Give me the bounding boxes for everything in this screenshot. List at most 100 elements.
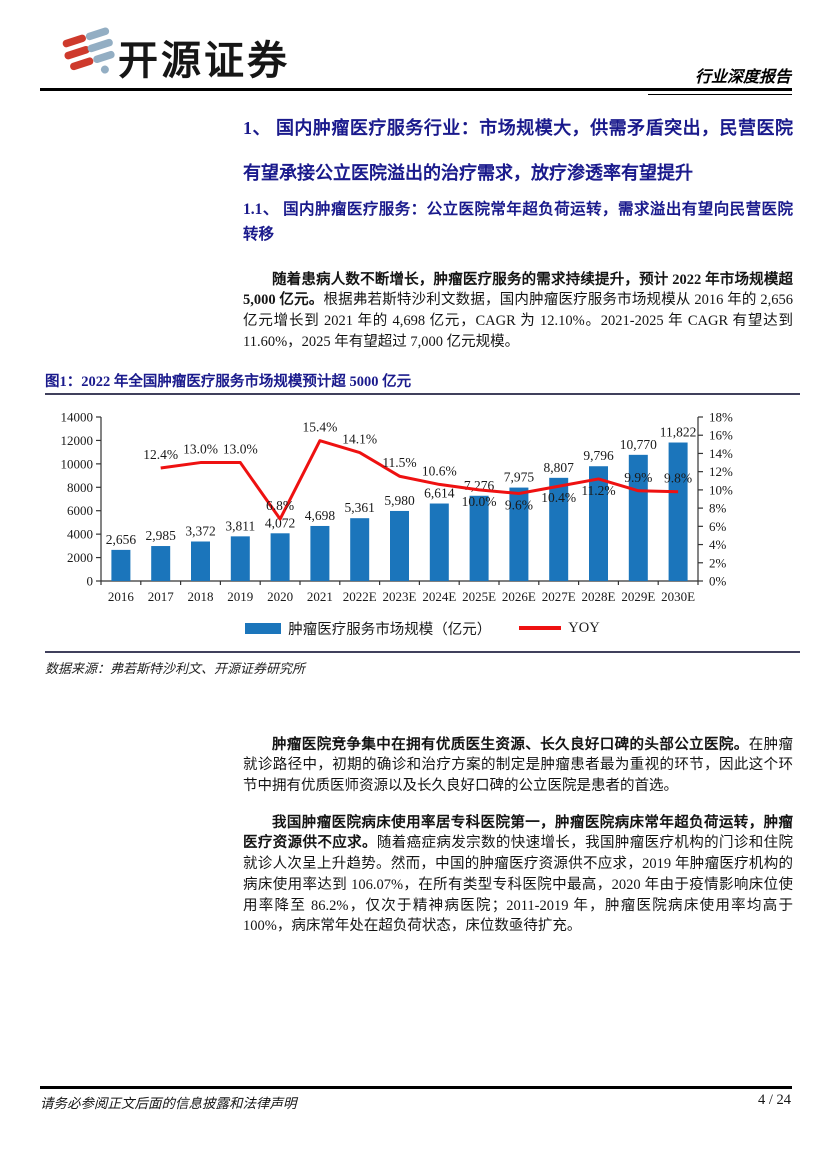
footer-page-number: 4 / 24 — [757, 1092, 791, 1108]
svg-text:12%: 12% — [709, 464, 733, 479]
svg-text:6.8%: 6.8% — [266, 498, 294, 513]
svg-text:10%: 10% — [709, 482, 733, 497]
footer-disclaimer: 请务必参阅正文后面的信息披露和法律声明 — [40, 1096, 297, 1111]
yoy-line-series: 12.4% 13.0% 13.0% 6.8% 15.4% 14.1% 11.5% 10.6% 1… — [143, 420, 692, 521]
svg-text:12000: 12000 — [61, 433, 94, 448]
legend-label: 肿瘤医疗服务市场规模（亿元） — [288, 621, 492, 638]
svg-text:7,975: 7,975 — [504, 470, 535, 485]
svg-text:11,822: 11,822 — [660, 425, 697, 440]
paragraph-body: 在肿瘤就诊路径中，初期的确诊和治疗方案的制定是肿瘤患者最为重视的环节，因此这个环… — [243, 736, 793, 795]
svg-text:6%: 6% — [709, 519, 727, 534]
svg-text:8%: 8% — [709, 501, 727, 516]
svg-text:12.4%: 12.4% — [143, 447, 178, 462]
header-rule-sub — [648, 93, 792, 95]
paragraph-bed-utilization: 我国肿瘤医院病床使用率居专科医院第一，肿瘤医院病床常年超负荷运转，肿瘤医疗资源供… — [243, 813, 793, 938]
bar — [668, 442, 688, 581]
svg-text:2027E: 2027E — [542, 589, 576, 604]
svg-text:2028E: 2028E — [582, 589, 616, 604]
section-heading: 1、 国内肿瘤医疗服务行业：市场规模大，供需矛盾突出，民营医院有望承接公立医院溢… — [243, 118, 793, 183]
svg-text:18%: 18% — [709, 410, 733, 425]
paragraph-body: 根据弗若斯特沙利文数据，国内肿瘤医疗服务市场规模从 2016 年的 2,656 … — [243, 292, 794, 350]
svg-text:4%: 4% — [709, 537, 727, 552]
svg-text:10,770: 10,770 — [620, 437, 657, 452]
legend-label: YOY — [568, 619, 600, 636]
paragraph-body: 随着癌症病发宗数的快速增长，我国肿瘤医疗机构的门诊和住院就诊人次呈上升趋势。然而… — [243, 835, 793, 935]
paragraph-lead: 随着患病人数不断增长，肿瘤医疗服务的需求持续提升，预计 2022 年市场规模超 … — [243, 271, 793, 309]
svg-text:9.8%: 9.8% — [664, 471, 692, 486]
bar — [509, 487, 529, 581]
svg-text:4,072: 4,072 — [265, 515, 295, 530]
header-rule — [40, 88, 792, 91]
paragraph-lead: 肿瘤医院竞争集中在拥有优质医生资源、长久良好口碑的头部公立医院。 — [272, 736, 749, 753]
figure-title: 图1：2022 年全国肿瘤医疗服务市场规模预计超 5000 亿元 — [45, 374, 412, 390]
svg-text:2025E: 2025E — [462, 589, 496, 604]
svg-text:2021: 2021 — [307, 589, 333, 604]
svg-text:3,811: 3,811 — [225, 518, 255, 533]
svg-text:8000: 8000 — [67, 480, 93, 495]
svg-text:2020: 2020 — [267, 589, 293, 604]
bar — [628, 454, 648, 581]
svg-text:2,985: 2,985 — [146, 528, 177, 543]
svg-text:2018: 2018 — [188, 589, 214, 604]
svg-text:4000: 4000 — [67, 527, 93, 542]
bar — [469, 495, 489, 581]
svg-text:3,372: 3,372 — [185, 523, 215, 538]
svg-text:0%: 0% — [709, 574, 727, 589]
paragraph-lead: 我国肿瘤医院病床使用率居专科医院第一，肿瘤医院病床常年超负荷运转，肿瘤医疗资源供… — [243, 814, 793, 852]
bar — [111, 549, 131, 581]
svg-text:10.4%: 10.4% — [541, 490, 576, 505]
bar — [191, 541, 210, 581]
svg-text:2019: 2019 — [227, 589, 253, 604]
svg-text:2030E: 2030E — [661, 589, 695, 604]
bar — [390, 510, 409, 581]
bar — [310, 525, 330, 581]
svg-text:2016: 2016 — [108, 589, 134, 604]
bar — [151, 546, 171, 581]
svg-text:2,656: 2,656 — [106, 532, 137, 547]
chart-category-labels: 2016 2017 2018 2019 2020 2021 2022E 2023E 2024E 2… — [108, 589, 695, 604]
bar — [270, 533, 290, 581]
svg-text:2017: 2017 — [148, 589, 175, 604]
svg-text:11.2%: 11.2% — [581, 483, 615, 498]
legend-item-yoy: YOY — [519, 619, 600, 637]
svg-text:9.6%: 9.6% — [505, 498, 533, 513]
figure-rule-bottom — [45, 651, 800, 653]
bar-value-labels: 2,656 2,985 3,372 3,811 4,072 4,698 5,361 5,980… — [106, 425, 697, 547]
svg-text:10000: 10000 — [61, 456, 94, 471]
svg-text:16%: 16% — [709, 428, 733, 443]
svg-text:5,361: 5,361 — [345, 500, 375, 515]
svg-text:14%: 14% — [709, 446, 733, 461]
legend-line-swatch — [519, 626, 562, 630]
bar — [429, 503, 449, 581]
svg-text:2026E: 2026E — [502, 589, 536, 604]
svg-text:2022E: 2022E — [343, 589, 377, 604]
figure-1: 图1：2022 年全国肿瘤医疗服务市场规模预计超 5000 亿元 0 2000 40… — [45, 370, 800, 677]
svg-text:2023E: 2023E — [383, 589, 417, 604]
legend-item-market-size: 肿瘤医疗服务市场规模（亿元） — [245, 618, 491, 639]
svg-text:10.6%: 10.6% — [422, 463, 457, 478]
bar — [230, 536, 250, 581]
svg-text:5,980: 5,980 — [384, 493, 415, 508]
svg-text:9.9%: 9.9% — [624, 470, 652, 485]
bars-series — [111, 442, 688, 581]
paragraph-competition: 肿瘤医院竞争集中在拥有优质医生资源、长久良好口碑的头部公立医院。在肿瘤就诊路径中… — [243, 735, 793, 797]
svg-text:6,614: 6,614 — [424, 486, 455, 501]
legend-bar-swatch — [245, 622, 282, 634]
svg-text:4,698: 4,698 — [305, 508, 336, 523]
svg-text:15.4%: 15.4% — [302, 420, 337, 435]
svg-text:9,796: 9,796 — [583, 448, 614, 463]
market-size-chart: 0 2000 4000 6000 8000 10000 12000 14000 0% 2% 4% 6%… — [61, 410, 734, 605]
svg-text:2029E: 2029E — [621, 589, 655, 604]
svg-text:2000: 2000 — [67, 550, 93, 565]
report-type-label: 行业深度报告 — [694, 69, 791, 86]
svg-text:6000: 6000 — [67, 503, 93, 518]
svg-text:11.5%: 11.5% — [382, 455, 416, 470]
bar — [350, 518, 370, 581]
svg-text:2%: 2% — [709, 555, 727, 570]
svg-text:14000: 14000 — [61, 410, 94, 425]
svg-text:2024E: 2024E — [422, 589, 456, 604]
chart-legend: 肿瘤医疗服务市场规模（亿元） YOY — [45, 617, 800, 639]
yoy-line — [160, 439, 679, 521]
svg-text:13.0%: 13.0% — [183, 442, 218, 457]
paragraph-market-size: 随着患病人数不断增长，肿瘤医疗服务的需求持续提升，预计 2022 年市场规模超 … — [243, 270, 793, 353]
